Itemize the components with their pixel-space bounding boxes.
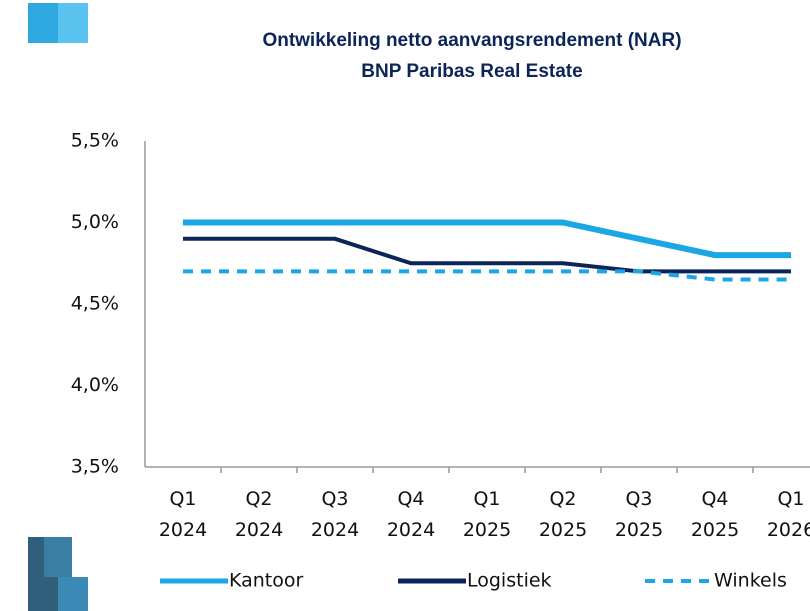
logo-block [28,537,44,577]
x-tick-label: Q3 2025 [615,488,663,541]
series-line [183,219,791,259]
series-line [183,236,791,274]
x-tick-label: Q4 2025 [691,488,739,541]
logo-block [28,577,58,611]
chart-title: Ontwikkeling netto aanvangsrendement (NA… [262,30,681,51]
x-tick-label: Q1 2024 [159,488,207,541]
logo-block [58,577,88,611]
x-tick-label: Q1 2025 [463,488,511,541]
legend-label: Logistiek [467,570,552,592]
y-tick-label: 5,5% [71,130,119,152]
logo-block [44,537,72,577]
legend-label: Kantoor [229,570,304,592]
x-tick-label: Q2 2025 [539,488,587,541]
x-tick-label: Q2 2024 [235,488,283,541]
logo-block [28,3,58,43]
logo-block [58,3,88,43]
legend-label: Winkels [714,570,787,592]
x-tick-label: Q4 2024 [387,488,435,541]
x-tick-label: Q3 2024 [311,488,359,541]
y-tick-label: 3,5% [71,456,119,478]
y-tick-label: 4,0% [71,374,119,396]
y-tick-label: 5,0% [71,211,119,233]
y-tick-label: 4,5% [71,293,119,315]
series-line [183,269,791,282]
x-tick-label: Q1 2026 [767,488,810,541]
chart-subtitle: BNP Paribas Real Estate [361,61,582,82]
